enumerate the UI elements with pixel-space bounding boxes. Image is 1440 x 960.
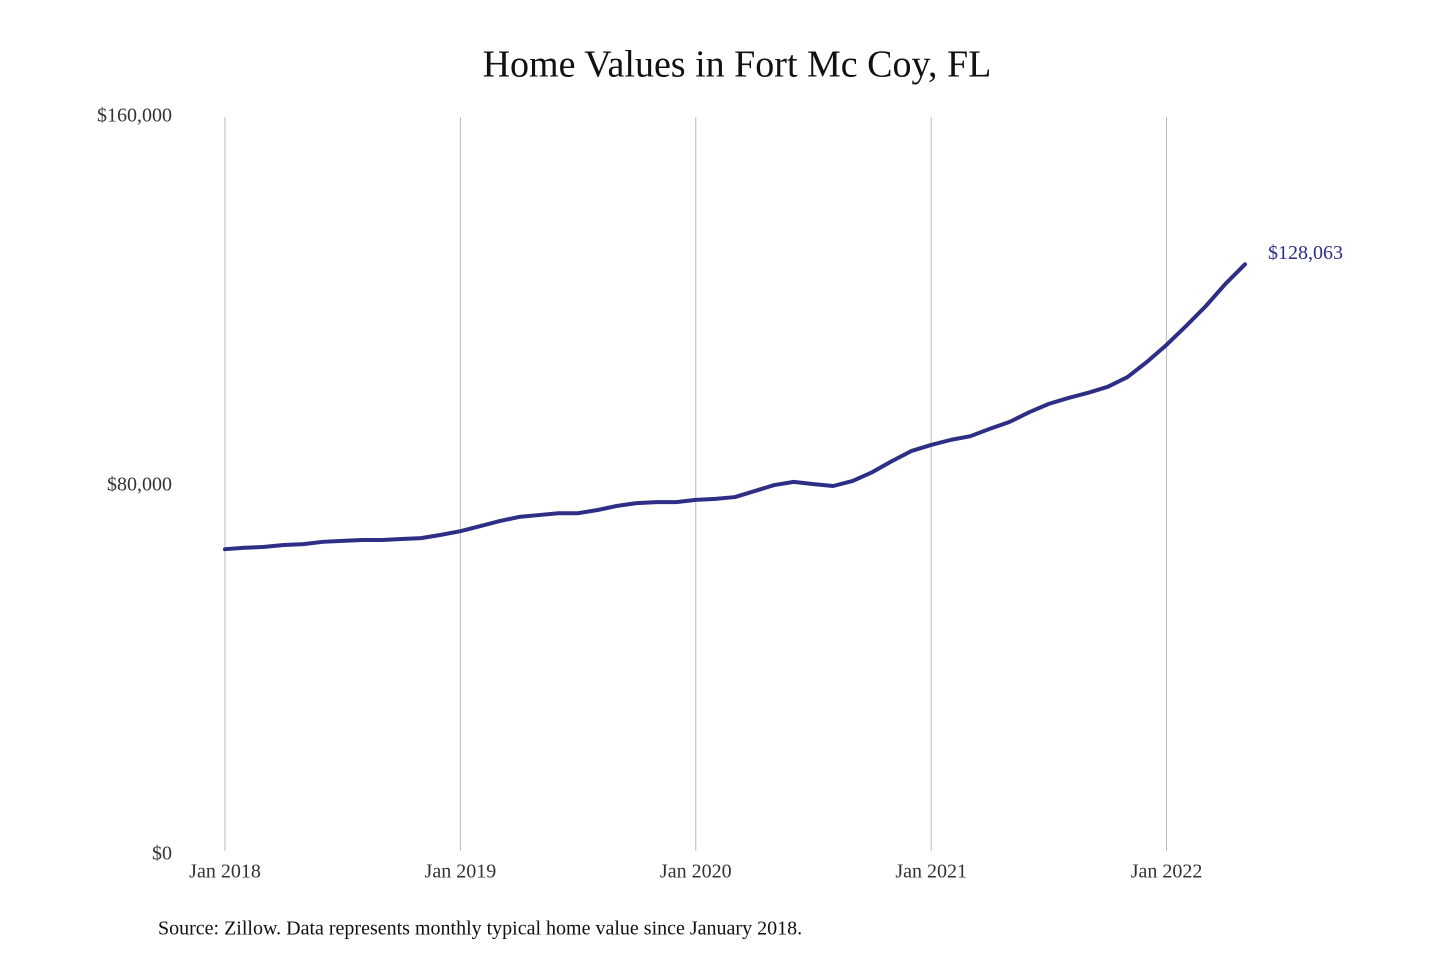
- data-label: $128,063: [1268, 242, 1343, 264]
- chart-title: Home Values in Fort Mc Coy, FL: [483, 44, 992, 86]
- y-tick-label: $160,000: [97, 105, 172, 127]
- source-note: Source: Zillow. Data represents monthly …: [158, 918, 802, 940]
- line-series: [223, 262, 1247, 552]
- x-tick-label: Jan 2019: [425, 861, 497, 883]
- x-tick-label: Jan 2022: [1131, 861, 1203, 883]
- x-tick-label: Jan 2018: [189, 861, 261, 883]
- y-tick-label: $80,000: [107, 474, 172, 496]
- x-tick-label: Jan 2021: [895, 861, 967, 883]
- x-tick-label: Jan 2020: [660, 861, 732, 883]
- y-tick-label: $0: [152, 843, 172, 865]
